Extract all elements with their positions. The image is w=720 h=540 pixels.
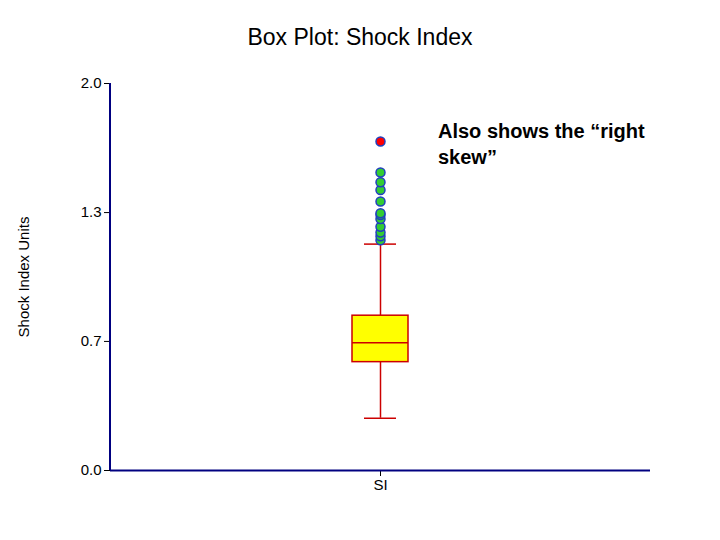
svg-text:0.7: 0.7 <box>81 332 102 349</box>
svg-text:0.0: 0.0 <box>81 461 102 478</box>
html-text:Box Plot: Shock Index: Box Plot: Shock Index <box>247 24 473 50</box>
svg-text:2.0: 2.0 <box>81 74 102 91</box>
html-text:Also shows the “right skew”: Also shows the “right skew” <box>438 120 645 168</box>
svg-text:1.3: 1.3 <box>81 203 102 220</box>
svg-text:Shock Index Units: Shock Index Units <box>15 217 32 338</box>
svg-text:SI: SI <box>373 476 387 493</box>
